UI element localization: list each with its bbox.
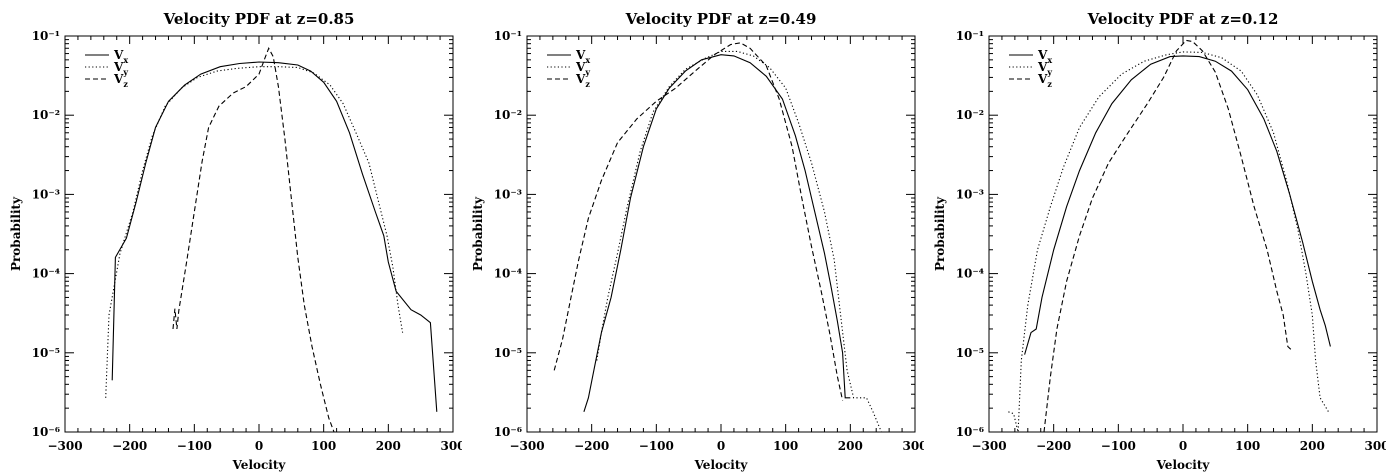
chart-svg-3: Velocity PDF at z=0.12 −300 −200 −100 0 100 20… <box>933 10 1386 472</box>
legend-label-subscript: y <box>1046 67 1052 77</box>
chart-panel-1: Velocity PDF at z=0.85 −300 −200 −100 0 100 20… <box>0 0 462 474</box>
x-tick-label: 300 <box>1364 439 1386 453</box>
x-tick-label: 100 <box>773 439 798 453</box>
x-tick-label: −200 <box>112 439 147 453</box>
series-line-vy <box>1008 51 1329 432</box>
x-tick-label: −200 <box>1036 439 1071 453</box>
plot-frame <box>988 35 1378 433</box>
legend-label-main: V <box>575 60 586 74</box>
x-tick-label: −200 <box>574 439 609 453</box>
x-axis-label: Velocity <box>694 458 749 472</box>
x-tick-label: −100 <box>177 439 212 453</box>
series-line-vx <box>1024 55 1331 355</box>
x-tick-label: −300 <box>509 439 544 453</box>
y-tick-label: 10⁻⁴ <box>494 267 522 281</box>
x-axis-label: Velocity <box>232 458 287 472</box>
legend-label-main: V <box>1037 72 1048 86</box>
legend-label: Vy <box>575 60 590 77</box>
legend-label: Vz <box>113 72 128 89</box>
legend-label: Vx <box>1037 48 1052 65</box>
x-tick-label: 0 <box>717 439 725 453</box>
legend-label-subscript: z <box>1047 79 1052 89</box>
y-tick-label: 10⁻⁶ <box>494 425 522 439</box>
y-tick-label: 10⁻⁴ <box>32 267 60 281</box>
series-line-vy <box>596 50 882 432</box>
x-tick-label: 0 <box>255 439 263 453</box>
legend-label-main: V <box>113 72 124 86</box>
series-line-vx <box>583 54 851 412</box>
legend-label: Vy <box>1037 60 1052 77</box>
series-line-vz <box>172 46 335 432</box>
y-axis-label: Probability <box>933 196 947 271</box>
chart-panel-3: Velocity PDF at z=0.12 −300 −200 −100 0 100 20… <box>924 0 1386 474</box>
legend-label-main: V <box>1037 48 1048 62</box>
y-tick-label: 10⁻³ <box>494 187 522 201</box>
legend-label: Vx <box>575 48 590 65</box>
x-tick-label: 300 <box>440 439 462 453</box>
series-line-vy <box>105 66 404 398</box>
x-tick-label: 200 <box>838 439 863 453</box>
x-tick-label: 100 <box>1235 439 1260 453</box>
chart-title: Velocity PDF at z=0.49 <box>625 10 817 28</box>
legend-label-main: V <box>575 72 586 86</box>
y-tick-label: 10⁻² <box>494 108 522 122</box>
chart-svg-2: Velocity PDF at z=0.49 −300 −200 −100 0 100 20… <box>471 10 924 472</box>
legend-label-main: V <box>113 60 124 74</box>
legend-label: Vy <box>113 60 128 77</box>
y-tick-label: 10⁻⁶ <box>32 425 60 439</box>
x-tick-label: 200 <box>1300 439 1325 453</box>
series-line-vz <box>1043 39 1292 432</box>
x-tick-label: −100 <box>639 439 674 453</box>
y-tick-label: 10⁻⁴ <box>956 267 984 281</box>
x-axis-label: Velocity <box>1156 458 1211 472</box>
legend-label-subscript: z <box>585 79 590 89</box>
legend-label-main: V <box>575 48 586 62</box>
legend-label-subscript: y <box>122 67 128 77</box>
y-tick-label: 10⁻² <box>32 108 60 122</box>
y-axis-label: Probability <box>9 196 23 271</box>
x-tick-label: −300 <box>971 439 1006 453</box>
y-tick-label: 10⁻⁵ <box>32 346 60 360</box>
y-tick-label: 10⁻¹ <box>32 29 60 43</box>
legend-label-subscript: z <box>123 79 128 89</box>
y-tick-label: 10⁻³ <box>956 187 984 201</box>
chart-panel-2: Velocity PDF at z=0.49 −300 −200 −100 0 100 20… <box>462 0 924 474</box>
legend-label-subscript: x <box>1047 55 1052 65</box>
y-tick-label: 10⁻⁵ <box>956 346 984 360</box>
y-tick-label: 10⁻⁶ <box>956 425 984 439</box>
x-tick-label: 0 <box>1179 439 1187 453</box>
chart-title: Velocity PDF at z=0.12 <box>1087 10 1279 28</box>
x-tick-label: −100 <box>1101 439 1136 453</box>
legend-label-main: V <box>113 48 124 62</box>
y-tick-label: 10⁻¹ <box>494 29 522 43</box>
y-tick-label: 10⁻⁵ <box>494 346 522 360</box>
series-line-vx <box>111 61 438 412</box>
plot-frame <box>64 35 454 433</box>
legend-label-subscript: x <box>123 55 128 65</box>
y-axis-label: Probability <box>471 196 485 271</box>
legend-label-subscript: y <box>584 67 590 77</box>
x-tick-label: 300 <box>902 439 924 453</box>
series-line-vz <box>553 42 844 401</box>
y-tick-label: 10⁻³ <box>32 187 60 201</box>
legend-label: Vz <box>1037 72 1052 89</box>
x-tick-label: 100 <box>311 439 336 453</box>
y-tick-label: 10⁻¹ <box>956 29 984 43</box>
legend-label: Vx <box>113 48 128 65</box>
legend-label-subscript: x <box>585 55 590 65</box>
chart-svg-1: Velocity PDF at z=0.85 −300 −200 −100 0 100 20… <box>9 10 462 472</box>
chart-title: Velocity PDF at z=0.85 <box>163 10 355 28</box>
y-tick-label: 10⁻² <box>956 108 984 122</box>
legend-label-main: V <box>1037 60 1048 74</box>
legend-label: Vz <box>575 72 590 89</box>
x-tick-label: 200 <box>376 439 401 453</box>
x-tick-label: −300 <box>47 439 82 453</box>
